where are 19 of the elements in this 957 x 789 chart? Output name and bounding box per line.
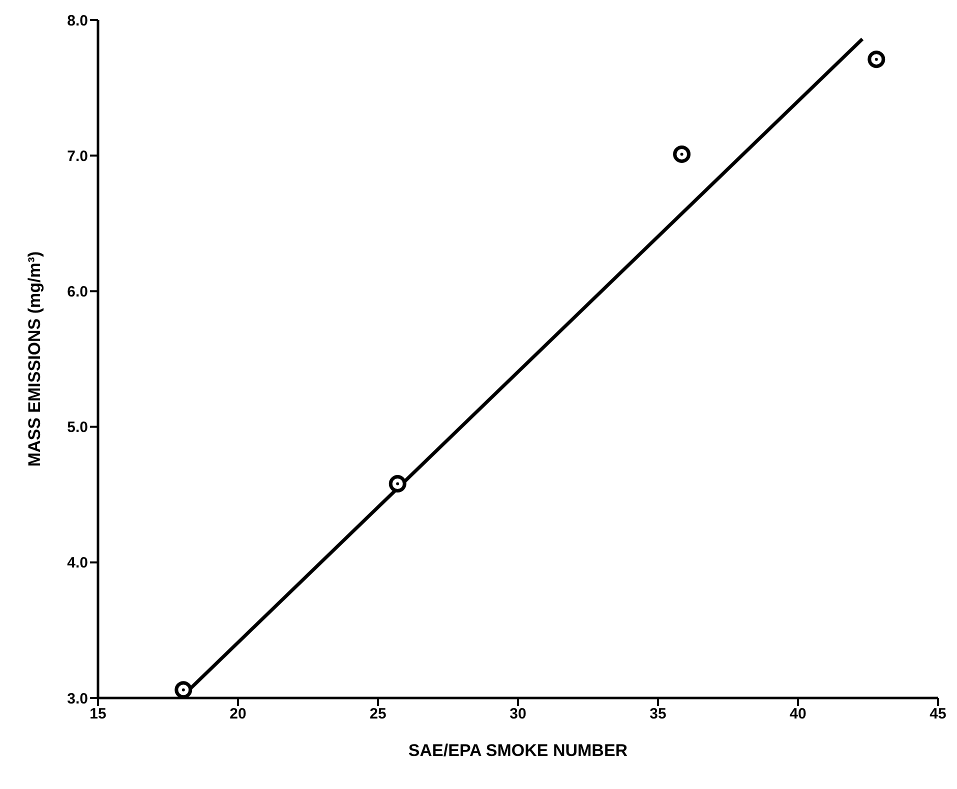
y-tick-label: 8.0 — [67, 12, 88, 30]
y-tick-label: 3.0 — [67, 690, 88, 708]
x-axis-title: SAE/EPA SMOKE NUMBER — [408, 741, 628, 760]
x-tick-label: 40 — [790, 706, 806, 723]
y-tick-label: 6.0 — [67, 284, 88, 301]
y-axis-title: MASS EMISSIONS (mg/m³) — [25, 251, 44, 467]
x-tick-label: 25 — [370, 706, 386, 723]
point — [174, 681, 192, 698]
point — [673, 145, 691, 163]
y-tick-label: 4.0 — [67, 554, 88, 572]
y-tick-label: 5.0 — [67, 419, 88, 436]
x-tick-label: 20 — [230, 706, 246, 723]
y-tick-label: 7.0 — [67, 148, 88, 165]
point — [388, 475, 406, 492]
x-tick-label: 15 — [90, 706, 106, 723]
x-tick-label: 30 — [510, 706, 526, 723]
x-tick-label: 35 — [650, 706, 666, 723]
point — [868, 50, 886, 68]
x-tick-label: 45 — [930, 706, 946, 723]
